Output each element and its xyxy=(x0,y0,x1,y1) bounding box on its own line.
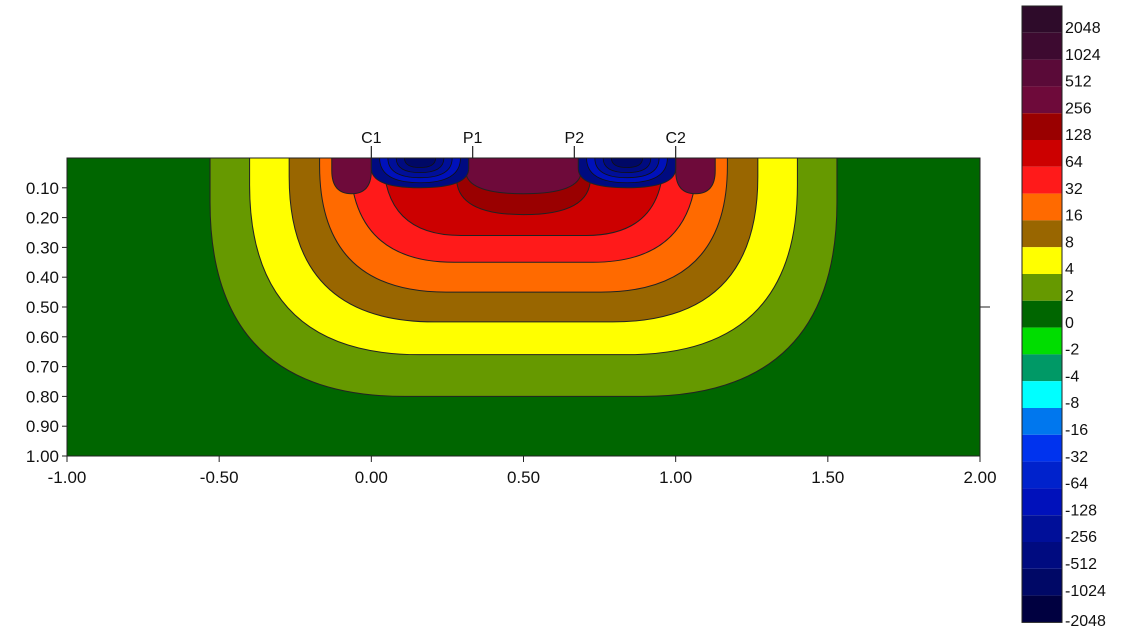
electrode-markers: C1 P1 P2 C2 xyxy=(361,130,686,158)
colorbar-swatch xyxy=(1022,434,1062,462)
colorbar-swatch xyxy=(1022,408,1062,435)
colorbar: 2048 1024 512 256 128 64 32 16 8 4 2 0 -2 -4 -8 -16 -32 -… xyxy=(1021,5,1106,628)
x-tick-label: 2.00 xyxy=(963,468,996,487)
axes: 0.10 0.20 0.30 0.40 0.50 0.60 0.70 0.80 0.90 1.00… xyxy=(26,179,997,487)
colorbar-label: -1024 xyxy=(1065,583,1106,600)
colorbar-label: -64 xyxy=(1065,476,1088,493)
colorbar-label: -256 xyxy=(1065,529,1097,546)
electrode-label-c2: C2 xyxy=(665,130,686,147)
electrode-label-c1: C1 xyxy=(361,130,382,147)
colorbar-swatch xyxy=(1022,6,1062,33)
y-tick-label: 0.40 xyxy=(26,268,59,287)
colorbar-label: -128 xyxy=(1065,502,1097,519)
colorbar-label: 64 xyxy=(1065,154,1083,171)
x-tick-label: -0.50 xyxy=(200,468,239,487)
colorbar-swatch xyxy=(1022,595,1062,623)
colorbar-label: -32 xyxy=(1065,449,1088,466)
electrode-label-p2: P2 xyxy=(565,130,585,147)
colorbar-label: -4 xyxy=(1065,368,1079,385)
colorbar-swatch xyxy=(1022,113,1062,140)
y-tick-label: 0.90 xyxy=(26,417,59,436)
colorbar-swatch xyxy=(1022,274,1062,301)
colorbar-swatch xyxy=(1022,488,1062,516)
colorbar-swatch xyxy=(1022,59,1062,87)
colorbar-label: 32 xyxy=(1065,181,1083,198)
colorbar-label: -512 xyxy=(1065,556,1097,573)
x-tick-label: 1.00 xyxy=(659,468,692,487)
colorbar-label: 4 xyxy=(1065,261,1074,278)
colorbar-swatch xyxy=(1022,140,1062,167)
colorbar-swatch xyxy=(1022,354,1062,382)
y-tick-label: 0.50 xyxy=(26,298,59,317)
colorbar-swatch xyxy=(1022,461,1062,489)
feature-256-2 xyxy=(331,158,372,195)
colorbar-swatch xyxy=(1022,568,1062,596)
y-tick-label: 0.60 xyxy=(26,328,59,347)
x-tick-label: 1.50 xyxy=(811,468,844,487)
x-tick-label: 0.50 xyxy=(507,468,540,487)
colorbar-swatch xyxy=(1022,220,1062,248)
colorbar-label: -16 xyxy=(1065,422,1088,439)
colorbar-swatch xyxy=(1022,32,1062,60)
feature-ring xyxy=(404,158,437,168)
colorbar-label: 1024 xyxy=(1065,47,1101,64)
colorbar-label: 128 xyxy=(1065,127,1092,144)
colorbar-swatch xyxy=(1022,542,1062,569)
electrode-label-p1: P1 xyxy=(463,130,483,147)
colorbar-label: 16 xyxy=(1065,208,1083,225)
colorbar-label: 0 xyxy=(1065,315,1074,332)
y-tick-label: 1.00 xyxy=(26,447,59,466)
colorbar-label: 512 xyxy=(1065,74,1092,91)
feature-256-3 xyxy=(675,158,716,195)
colorbar-swatch xyxy=(1022,381,1062,408)
colorbar-border xyxy=(1021,5,1063,623)
colorbar-swatch xyxy=(1022,300,1062,328)
x-tick-label: -1.00 xyxy=(48,468,87,487)
feature-ring xyxy=(610,158,643,168)
colorbar-swatch xyxy=(1022,247,1062,274)
y-tick-label: 0.20 xyxy=(26,209,59,228)
feature-256-1 xyxy=(465,158,582,195)
y-tick-label: 0.70 xyxy=(26,358,59,377)
colorbar-swatch xyxy=(1022,193,1062,221)
colorbar-label: 256 xyxy=(1065,100,1092,117)
colorbar-swatch xyxy=(1022,327,1062,355)
colorbar-label: -8 xyxy=(1065,395,1079,412)
y-tick-label: 0.80 xyxy=(26,387,59,406)
colorbar-label: 8 xyxy=(1065,234,1074,251)
y-tick-label: 0.10 xyxy=(26,179,59,198)
colorbar-swatch xyxy=(1022,515,1062,542)
y-tick-label: 0.30 xyxy=(26,238,59,257)
colorbar-label: -2048 xyxy=(1065,613,1106,628)
x-tick-label: 0.00 xyxy=(355,468,388,487)
colorbar-label: 2 xyxy=(1065,288,1074,305)
colorbar-swatch xyxy=(1022,86,1062,114)
colorbar-swatch xyxy=(1022,166,1062,194)
colorbar-label: -2 xyxy=(1065,342,1079,359)
colorbar-label: 2048 xyxy=(1065,20,1101,37)
plot-area xyxy=(66,157,981,457)
